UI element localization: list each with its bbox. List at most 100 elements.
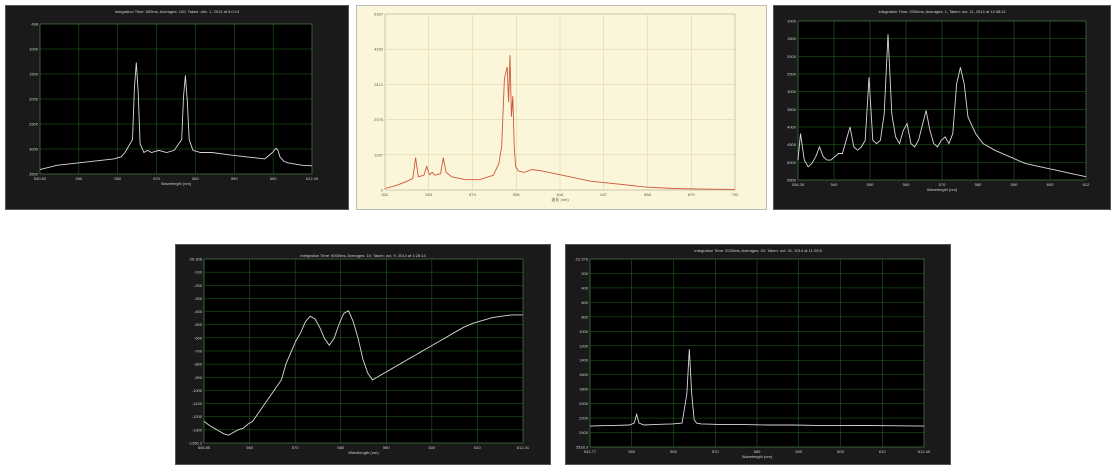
y-tick-label: 3500 <box>29 172 39 177</box>
x-tick-label: 570 <box>153 176 160 181</box>
x-tick-label: 536.35 <box>792 182 805 187</box>
x-tick-label: 612 <box>1083 182 1090 187</box>
x-tick-label: 580 <box>975 182 982 187</box>
x-tick-label: 612.41 <box>517 445 530 450</box>
y-tick-label: -22.576 <box>574 257 588 262</box>
y-tick-label: 4500 <box>787 142 797 147</box>
y-tick-label: -26.308 <box>188 257 202 262</box>
y-tick-label: -900 <box>194 375 203 380</box>
x-tick-label: 553 <box>425 192 432 197</box>
y-tick-label: 2400 <box>579 430 589 435</box>
y-tick-label: 1000 <box>29 47 39 52</box>
x-axis-label: Wavelength (nm) <box>742 454 773 459</box>
x-tick-label: 612.49 <box>918 449 931 454</box>
y-tick-label: 498 <box>31 22 38 27</box>
y-tick-label: -1356.3 <box>188 441 202 446</box>
y-tick-label: 2500 <box>787 72 797 77</box>
x-tick-label: 637 <box>600 192 607 197</box>
y-tick-label: 1400 <box>579 358 589 363</box>
y-tick-label: -1100 <box>192 401 203 406</box>
x-tick-label: 610 <box>879 449 886 454</box>
x-tick-label: 550 <box>76 176 83 181</box>
y-tick-label: -1000 <box>192 388 203 393</box>
x-axis-label: Wavelength (nm) <box>927 187 958 192</box>
y-tick-label: 2200 <box>579 416 589 421</box>
plot-area: 540.52 550 560 570 580 590 600 612.49 3500 3000 25… <box>29 22 319 187</box>
x-tick-label: 550 <box>628 449 635 454</box>
spectrum-line <box>203 310 523 436</box>
chart-title: Integration Time: 2000ms; Averages: 1; T… <box>878 9 1006 14</box>
chart-title: Integration Time: 2000ms; Averages: 20; … <box>694 248 822 253</box>
x-tick-label: 542.77 <box>584 449 597 454</box>
x-tick-label: 574 <box>469 192 476 197</box>
x-tick-label: 580 <box>337 445 344 450</box>
x-tick-label: 545.85 <box>198 445 211 450</box>
x-tick-label: 540 <box>831 182 838 187</box>
y-tick-label: 3112 <box>374 82 383 87</box>
y-tick-label: 5000 <box>787 160 797 165</box>
y-tick-label: 1000 <box>787 19 797 24</box>
x-tick-label: 590 <box>1011 182 1018 187</box>
x-tick-label: 600 <box>429 445 436 450</box>
spectrum-line <box>589 349 925 427</box>
y-tick-label: 1037 <box>374 152 384 157</box>
x-tick-label: 590 <box>383 445 390 450</box>
x-tick-label: 596 <box>513 192 520 197</box>
y-tick-label: 5187 <box>374 12 384 17</box>
spectrum-line <box>39 62 313 171</box>
y-tick-label: 400 <box>581 285 588 290</box>
y-tick-label: 3000 <box>787 89 797 94</box>
x-tick-label: 570 <box>712 449 719 454</box>
x-axis-label: 波长 (nm) <box>551 196 569 202</box>
y-tick-label: 2075 <box>374 117 384 122</box>
y-tick-label: 4000 <box>787 125 797 130</box>
y-tick-label: 5500 <box>787 178 797 183</box>
y-tick-label: 2500 <box>29 122 39 127</box>
x-tick-label: 580 <box>192 176 199 181</box>
x-tick-label: 560 <box>246 445 253 450</box>
y-tick-label: -700 <box>194 349 203 354</box>
x-tick-label: 600 <box>270 176 277 181</box>
y-tick-label: 2000 <box>787 54 797 59</box>
x-tick-label: 540.52 <box>34 176 47 181</box>
plot-area: 542.77 550 560 570 580 590 600 610 612.49 2518.3 2… <box>574 257 931 460</box>
x-tick-label: 560 <box>670 449 677 454</box>
y-tick-label: 600 <box>581 300 588 305</box>
x-tick-label: 580 <box>754 449 761 454</box>
y-tick-label: 1200 <box>579 343 589 348</box>
y-tick-label: 1800 <box>579 387 589 392</box>
x-tick-label: 679 <box>688 192 695 197</box>
x-tick-label: 612.49 <box>306 176 319 181</box>
spectrum-chart-2: 532 553 574 596 616 637 658 679 700 0 1037 2075 3112… <box>356 5 767 210</box>
spectrum-chart-1: Integration Time: 600ms; Averages: 100; … <box>5 5 349 210</box>
x-tick-label: 700 <box>732 192 739 197</box>
x-tick-label: 560 <box>114 176 121 181</box>
x-tick-label: 590 <box>231 176 238 181</box>
y-tick-label: 800 <box>581 314 588 319</box>
x-tick-label: 600 <box>1047 182 1054 187</box>
x-tick-label: 610 <box>474 445 481 450</box>
x-tick-label: 550 <box>867 182 874 187</box>
x-axis-label: Wavelength (nm) <box>161 181 192 186</box>
y-tick-label: 1000 <box>579 329 589 334</box>
x-tick-label: 616 <box>557 192 564 197</box>
spectrum-chart-4: Integration Time: 5000ms; Averages: 10; … <box>175 244 551 465</box>
y-tick-label: -500 <box>194 322 203 327</box>
y-tick-label: 3500 <box>787 107 797 112</box>
y-tick-label: 1500 <box>29 72 39 77</box>
plot-area: 545.85 560 570 580 590 600 610 612.41 -1356.3 -13… <box>188 257 530 456</box>
y-tick-label: -1200 <box>192 414 203 419</box>
plot-area: 536.35 540 550 560 570 580 590 600 612 5500 5000 45… <box>787 19 1090 193</box>
x-tick-label: 532 <box>382 192 389 197</box>
y-tick-label: 0 <box>381 188 384 193</box>
y-tick-label: 3000 <box>29 147 39 152</box>
spectrum-chart-5: Integration Time: 2000ms; Averages: 20; … <box>565 244 951 465</box>
y-tick-label: 1500 <box>787 36 797 41</box>
x-tick-label: 560 <box>903 182 910 187</box>
spectrum-chart-3: Integration Time: 2000ms; Averages: 1; T… <box>773 5 1111 210</box>
y-tick-label: 2000 <box>579 401 589 406</box>
plot-area: 532 553 574 596 616 637 658 679 700 0 1037 2075 3112… <box>374 12 739 203</box>
y-tick-label: -800 <box>194 362 203 367</box>
x-tick-label: 590 <box>795 449 802 454</box>
chart-title: Integration Time: 600ms; Averages: 100; … <box>114 9 240 14</box>
